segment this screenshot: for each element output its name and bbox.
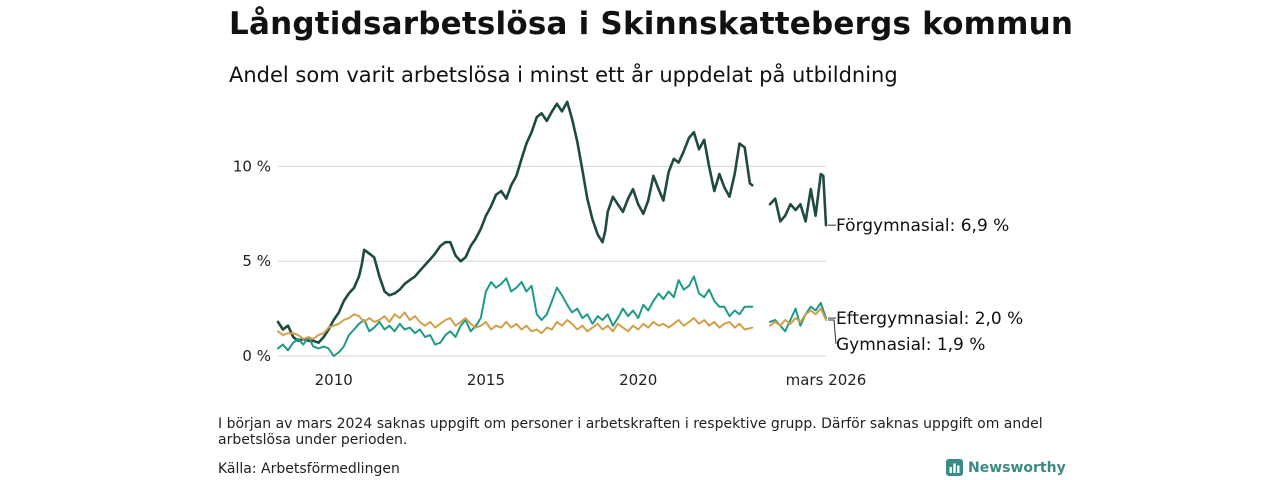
chart-subtitle: Andel som varit arbetslösa i minst ett å… bbox=[229, 63, 898, 87]
series-line-förgymnasial bbox=[276, 100, 828, 344]
source-credit: Källa: Arbetsförmedlingen bbox=[218, 461, 400, 477]
end-label-connector bbox=[828, 319, 837, 345]
y-axis-ticks: 0 % 5 % 10 % bbox=[233, 157, 271, 365]
end-label-gymnasial: Gymnasial: 1,9 % bbox=[836, 335, 985, 355]
y-tick-label: 10 % bbox=[233, 157, 271, 175]
x-axis-ticks: 2010 2015 2020 mars 2026 bbox=[315, 371, 867, 389]
brand-logo[interactable]: Newsworthy bbox=[946, 459, 1066, 476]
brand-name: Newsworthy bbox=[968, 459, 1066, 476]
x-tick-label: 2020 bbox=[619, 371, 657, 389]
series-line-gymnasial bbox=[277, 307, 827, 340]
x-tick-label: 2015 bbox=[467, 371, 505, 389]
y-tick-label: 0 % bbox=[242, 347, 271, 365]
bar-chart-icon bbox=[946, 459, 963, 476]
end-labels: Förgymnasial: 6,9 % Eftergymnasial: 2,0 %… bbox=[828, 216, 1023, 355]
x-tick-label: 2010 bbox=[315, 371, 353, 389]
series-lines bbox=[276, 100, 828, 357]
x-tick-label: mars 2026 bbox=[786, 371, 867, 389]
y-tick-label: 5 % bbox=[242, 252, 271, 270]
chart-title: Långtidsarbetslösa i Skinnskattebergs ko… bbox=[229, 6, 1074, 42]
end-label-eftergymnasial: Eftergymnasial: 2,0 % bbox=[836, 309, 1023, 329]
end-label-förgymnasial: Förgymnasial: 6,9 % bbox=[836, 216, 1009, 236]
footnote: I början av mars 2024 saknas uppgift om … bbox=[218, 416, 1043, 448]
